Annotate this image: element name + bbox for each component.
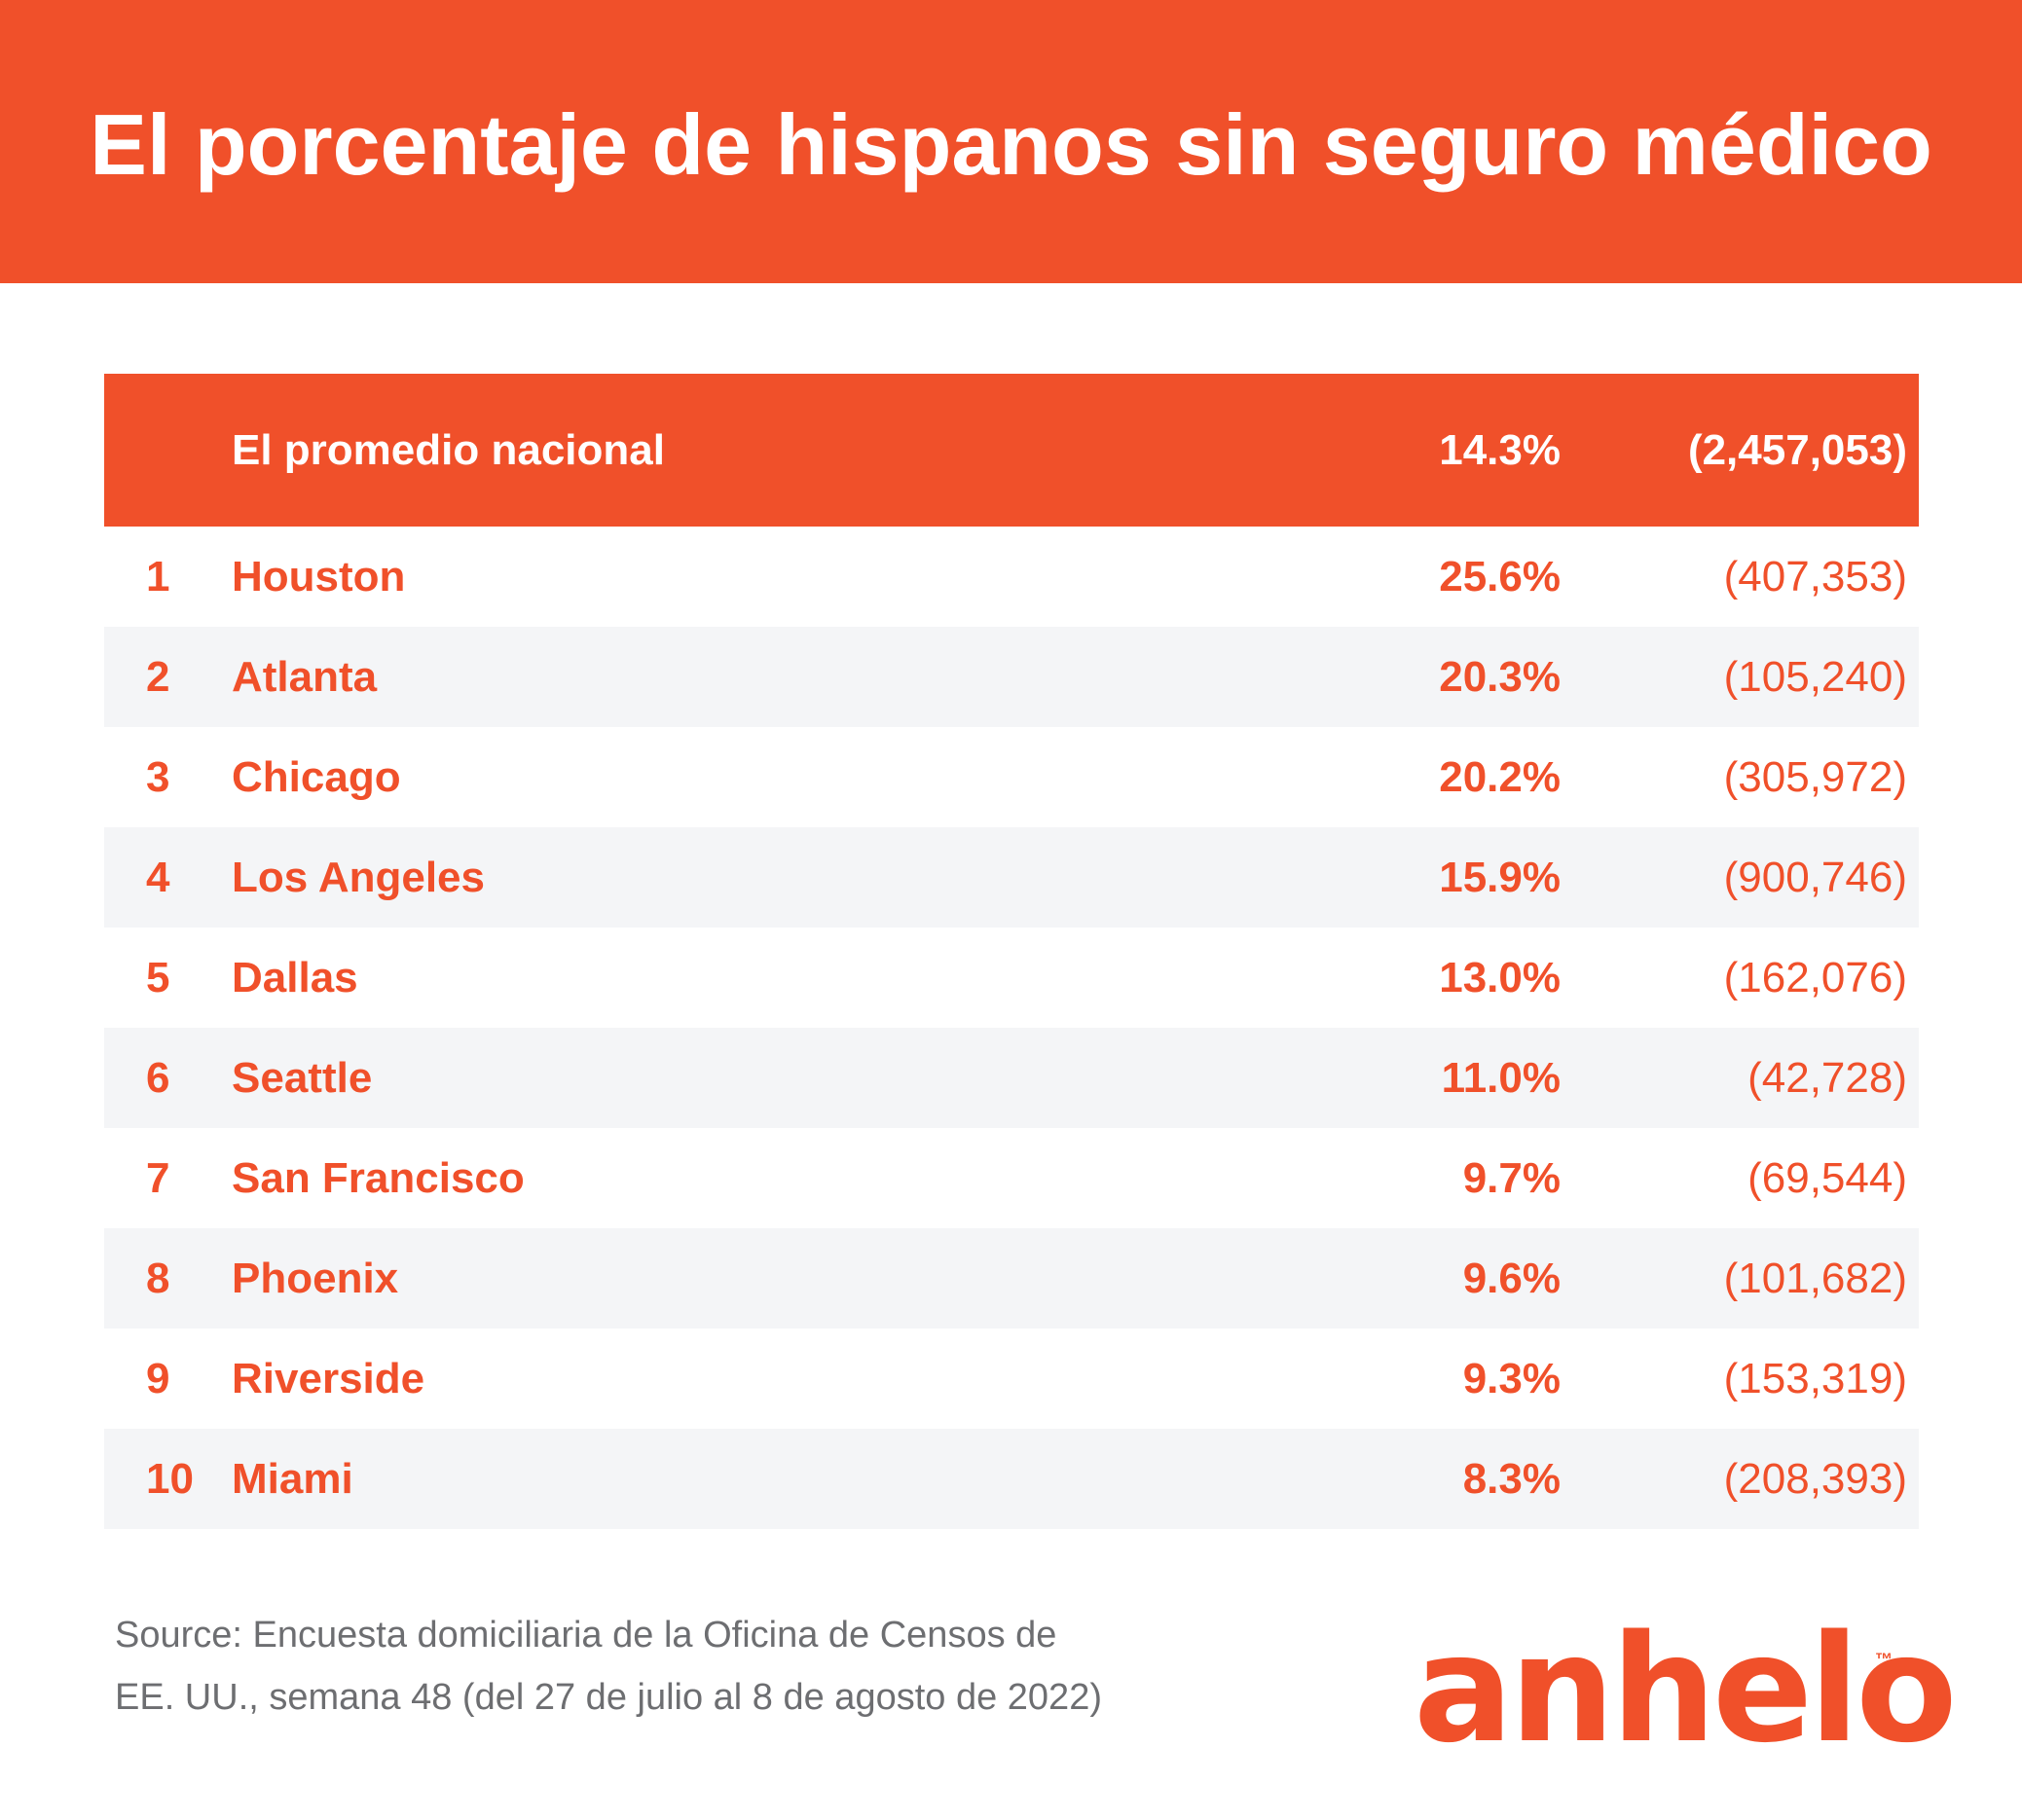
rank-cell: 1 bbox=[146, 552, 170, 601]
rank-cell: 5 bbox=[146, 953, 170, 1001]
rank-cell: 2 bbox=[146, 652, 170, 701]
city-cell: Los Angeles bbox=[232, 853, 485, 901]
count-cell: (162,076) bbox=[1723, 953, 1907, 1001]
percent-cell: 13.0% bbox=[1439, 953, 1561, 1001]
table-row: 3 Chicago 20.2% (305,972) bbox=[104, 727, 1919, 827]
title-banner: El porcentaje de hispanos sin seguro méd… bbox=[0, 0, 2022, 283]
national-percent: 14.3% bbox=[1439, 425, 1561, 474]
source-line-2: EE. UU., semana 48 (del 27 de julio al 8… bbox=[115, 1677, 1102, 1718]
page-title: El porcentaje de hispanos sin seguro méd… bbox=[90, 95, 1932, 193]
percent-cell: 20.3% bbox=[1439, 652, 1561, 701]
percent-cell: 11.0% bbox=[1441, 1053, 1561, 1102]
percent-cell: 9.3% bbox=[1462, 1354, 1561, 1402]
city-cell: Atlanta bbox=[232, 652, 378, 701]
percent-cell: 25.6% bbox=[1439, 552, 1561, 601]
table-row: 5 Dallas 13.0% (162,076) bbox=[104, 928, 1919, 1028]
city-cell: Chicago bbox=[232, 752, 401, 801]
rank-cell: 6 bbox=[146, 1053, 170, 1102]
count-cell: (69,544) bbox=[1747, 1153, 1907, 1202]
table-row: 6 Seattle 11.0% (42,728) bbox=[104, 1028, 1919, 1128]
city-cell: Houston bbox=[232, 552, 406, 601]
table-row: 8 Phoenix 9.6% (101,682) bbox=[104, 1228, 1919, 1329]
table-row: 4 Los Angeles 15.9% (900,746) bbox=[104, 827, 1919, 928]
rank-cell: 7 bbox=[146, 1153, 170, 1202]
percent-cell: 15.9% bbox=[1439, 853, 1561, 901]
table-row: 2 Atlanta 20.3% (105,240) bbox=[104, 627, 1919, 727]
percent-cell: 9.7% bbox=[1462, 1153, 1561, 1202]
city-cell: San Francisco bbox=[232, 1153, 525, 1202]
table-header-row: El promedio nacional 14.3% (2,457,053) bbox=[104, 374, 1919, 527]
national-count: (2,457,053) bbox=[1687, 425, 1907, 474]
table-row: 10 Miami 8.3% (208,393) bbox=[104, 1429, 1919, 1529]
table-row: 9 Riverside 9.3% (153,319) bbox=[104, 1329, 1919, 1429]
rank-cell: 3 bbox=[146, 752, 170, 801]
anhelo-logo: anhelo bbox=[1414, 1603, 1958, 1775]
percent-cell: 9.6% bbox=[1462, 1254, 1561, 1302]
percent-cell: 8.3% bbox=[1462, 1454, 1561, 1503]
table-row: 1 Houston 25.6% (407,353) bbox=[104, 527, 1919, 627]
city-cell: Riverside bbox=[232, 1354, 425, 1402]
ranking-table: El promedio nacional 14.3% (2,457,053) 1… bbox=[104, 374, 1919, 1529]
source-line-1: Source: Encuesta domiciliaria de la Ofic… bbox=[115, 1615, 1057, 1656]
source-note: Source: Encuesta domiciliaria de la Ofic… bbox=[115, 1604, 1186, 1729]
rank-cell: 10 bbox=[146, 1454, 194, 1503]
count-cell: (407,353) bbox=[1723, 552, 1907, 601]
table-row: 7 San Francisco 9.7% (69,544) bbox=[104, 1128, 1919, 1228]
count-cell: (208,393) bbox=[1723, 1454, 1907, 1503]
count-cell: (101,682) bbox=[1723, 1254, 1907, 1302]
table-body: 1 Houston 25.6% (407,353) 2 Atlanta 20.3% (105,… bbox=[104, 527, 1919, 1529]
city-cell: Dallas bbox=[232, 953, 358, 1001]
percent-cell: 20.2% bbox=[1439, 752, 1561, 801]
count-cell: (153,319) bbox=[1723, 1354, 1907, 1402]
city-cell: Phoenix bbox=[232, 1254, 399, 1302]
city-cell: Seattle bbox=[232, 1053, 373, 1102]
count-cell: (42,728) bbox=[1747, 1053, 1907, 1102]
trademark-mark: ™ bbox=[1875, 1650, 1893, 1669]
count-cell: (305,972) bbox=[1723, 752, 1907, 801]
rank-cell: 9 bbox=[146, 1354, 170, 1402]
count-cell: (105,240) bbox=[1723, 652, 1907, 701]
rank-cell: 8 bbox=[146, 1254, 170, 1302]
rank-cell: 4 bbox=[146, 853, 170, 901]
count-cell: (900,746) bbox=[1723, 853, 1907, 901]
national-label: El promedio nacional bbox=[232, 425, 665, 474]
city-cell: Miami bbox=[232, 1454, 353, 1503]
